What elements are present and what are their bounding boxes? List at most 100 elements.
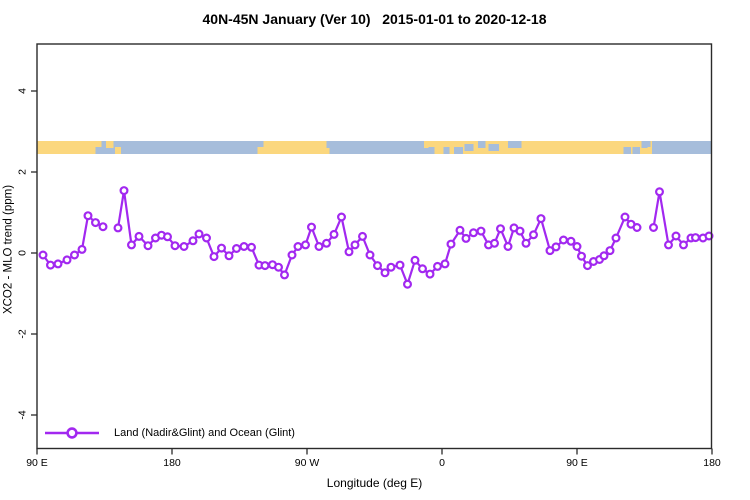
data-point — [599, 251, 609, 261]
data-point — [496, 224, 506, 234]
data-point — [98, 222, 108, 232]
data-point — [395, 260, 405, 270]
data-point — [337, 212, 347, 222]
data-point — [344, 247, 354, 257]
data-point — [329, 229, 339, 239]
data-point — [551, 242, 561, 252]
data-point — [663, 240, 673, 250]
data-point — [461, 233, 471, 243]
data-series — [38, 186, 714, 289]
data-point — [38, 250, 48, 260]
data-point — [247, 242, 257, 252]
plot-box — [36, 43, 713, 450]
x-ticks: 90 E 180 90 W 0 90 E 180 — [26, 448, 721, 469]
data-point — [113, 223, 123, 233]
data-point — [521, 238, 531, 248]
x-tick-label: 180 — [703, 457, 721, 469]
data-point — [566, 236, 576, 246]
data-point — [224, 251, 234, 261]
data-point — [440, 259, 450, 269]
data-point — [188, 236, 198, 246]
data-point — [476, 226, 486, 236]
data-point — [418, 264, 428, 274]
data-point — [605, 246, 615, 256]
data-point — [403, 279, 413, 289]
data-point — [45, 260, 55, 270]
data-point — [704, 231, 714, 241]
data-point — [611, 233, 621, 243]
data-point — [232, 244, 242, 254]
data-point — [314, 242, 324, 252]
data-point — [528, 230, 538, 240]
data-point — [690, 233, 700, 243]
data-point — [307, 222, 317, 232]
data-point — [69, 250, 79, 260]
data-point — [678, 240, 688, 250]
y-ticks: -4 -2 0 2 4 — [17, 88, 37, 420]
data-point — [582, 261, 592, 271]
data-point — [503, 242, 513, 252]
data-point — [536, 214, 546, 224]
data-point — [425, 269, 435, 279]
data-point — [490, 238, 500, 248]
data-point — [217, 243, 227, 253]
x-tick-label: 180 — [163, 457, 181, 469]
data-point — [239, 242, 249, 252]
data-point — [455, 225, 465, 235]
data-point — [83, 211, 93, 221]
data-point — [654, 187, 664, 197]
data-point — [202, 233, 212, 243]
data-point — [322, 238, 332, 248]
map-band — [37, 141, 712, 154]
data-point — [287, 250, 297, 260]
data-point — [194, 229, 204, 239]
data-point — [558, 235, 568, 245]
data-point — [53, 259, 63, 269]
data-point — [358, 231, 368, 241]
data-point — [119, 186, 129, 196]
y-tick-label: -2 — [17, 329, 29, 338]
legend-label: Land (Nadir&Glint) and Ocean (Glint) — [114, 427, 295, 439]
x-tick-label: 90 E — [566, 457, 588, 469]
data-point — [260, 261, 270, 271]
data-point — [134, 231, 144, 241]
chart-title: 40N-45N January (Ver 10) 2015-01-01 to 2… — [202, 11, 547, 27]
data-point — [469, 228, 479, 238]
data-point — [301, 240, 311, 250]
y-axis-label: XCO2 - MLO trend (ppm) — [2, 184, 15, 315]
data-point — [280, 270, 290, 280]
y-tick-label: -4 — [17, 410, 29, 419]
data-point — [90, 218, 100, 228]
data-point — [671, 231, 681, 241]
data-point — [293, 242, 303, 252]
data-point — [410, 255, 420, 265]
data-point — [365, 250, 375, 260]
data-point — [632, 223, 642, 233]
legend-series-icon — [45, 427, 99, 439]
x-axis-label: Longitude (deg E) — [326, 476, 423, 490]
data-point — [143, 241, 153, 251]
data-point — [179, 242, 189, 252]
y-tick-label: 2 — [17, 169, 29, 175]
data-point — [515, 226, 525, 236]
data-point — [446, 239, 456, 249]
data-point — [380, 268, 390, 278]
data-point — [127, 240, 137, 250]
y-tick-label: 4 — [17, 88, 29, 94]
data-point — [386, 262, 396, 272]
data-point — [77, 244, 87, 254]
data-point — [433, 261, 443, 271]
data-point — [648, 223, 658, 233]
data-point — [572, 242, 582, 252]
data-point — [62, 255, 72, 265]
data-point — [209, 252, 219, 262]
x-tick-label: 90 W — [295, 457, 320, 469]
legend: Land (Nadir&Glint) and Ocean (Glint) — [42, 425, 295, 441]
data-point — [350, 240, 360, 250]
x-tick-label: 90 E — [26, 457, 48, 469]
data-point — [373, 261, 383, 271]
data-point — [576, 251, 586, 261]
data-point — [545, 246, 555, 256]
